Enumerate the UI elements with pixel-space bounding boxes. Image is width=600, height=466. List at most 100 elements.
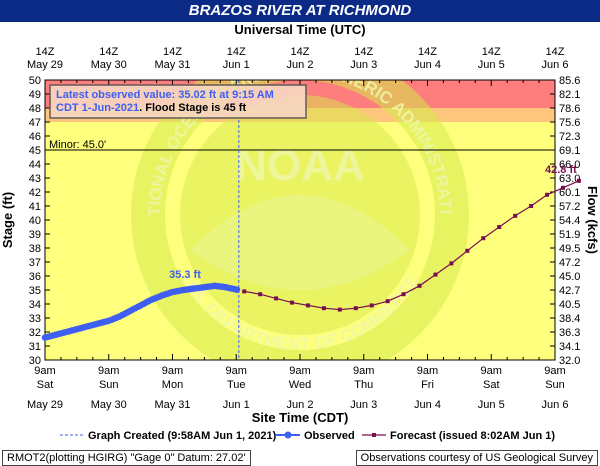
- annotation-line-2: CDT 1-Jun-2021. Flood Stage is 45 ft: [56, 102, 246, 114]
- legend-observed-label: Observed: [304, 430, 355, 442]
- chart-canvas: NOAANATIONAL OCEANIC AND ATMOSPHERIC ADM…: [0, 22, 600, 442]
- y-left-tick-label: 46: [29, 131, 41, 143]
- forecast-point: [258, 292, 263, 297]
- y-right-tick-label: 85.6: [559, 75, 580, 87]
- y-right-tick-label: 82.1: [559, 89, 580, 101]
- forecast-line: [244, 180, 580, 311]
- forecast-point: [274, 296, 279, 301]
- x-top-date-label: Jun 2: [287, 59, 314, 71]
- y-right-tick-label: 45.0: [559, 271, 580, 283]
- x-top-hour-label: 14Z: [163, 46, 182, 58]
- y-right-tick-label: 49.5: [559, 243, 580, 255]
- y-right-tick-label: 36.3: [559, 327, 580, 339]
- x-bottom-time-label: 9am: [417, 365, 438, 377]
- y-right-tick-label: 42.7: [559, 285, 580, 297]
- annotation-line-1: Latest observed value: 35.02 ft at 9:15 …: [56, 89, 274, 101]
- footer: RMOT2(plotting HGIRG) "Gage 0" Datum: 27…: [0, 448, 600, 466]
- y-left-tick-label: 47: [29, 117, 41, 129]
- x-top-hour-label: 14Z: [291, 46, 310, 58]
- y-right-tick-label: 34.1: [559, 341, 580, 353]
- x-bottom-date-label: May 30: [91, 399, 127, 411]
- forecast-point: [576, 178, 581, 183]
- y-left-tick-label: 32: [29, 327, 41, 339]
- x-top-date-label: May 30: [91, 59, 127, 71]
- y-left-tick-label: 48: [29, 103, 41, 115]
- noaa-ring: [131, 80, 469, 360]
- y-left-tick-label: 41: [29, 201, 41, 213]
- annotation-date: CDT 1-Jun-2021: [56, 102, 139, 114]
- x-bottom-day-label: Thu: [354, 379, 373, 391]
- y-right-tick-label: 54.4: [559, 215, 580, 227]
- x-bottom-time-label: 9am: [226, 365, 247, 377]
- y-left-tick-label: 37: [29, 257, 41, 269]
- y-left-tick-label: 31: [29, 341, 41, 353]
- x-top-date-label: May 29: [27, 59, 63, 71]
- forecast-point: [305, 303, 310, 308]
- x-bottom-time-label: 9am: [481, 365, 502, 377]
- chart-title: BRAZOS RIVER AT RICHMOND: [188, 2, 412, 19]
- x-bottom-time-label: 9am: [353, 365, 374, 377]
- forecast-point: [449, 261, 454, 266]
- x-bottom-date-label: Jun 4: [414, 399, 441, 411]
- x-top-hour-label: 14Z: [36, 46, 55, 58]
- y-right-tick-label: 69.1: [559, 145, 580, 157]
- forecast-point: [481, 236, 486, 241]
- forecast-point: [401, 292, 406, 297]
- y-right-tick-label: 66.0: [559, 159, 580, 171]
- x-bottom-time-label: 9am: [162, 365, 183, 377]
- y-left-tick-label: 34: [29, 299, 41, 311]
- y-left-axis-title: Stage (ft): [0, 192, 15, 248]
- noaa-center-text: NOAA: [235, 141, 365, 190]
- x-bottom-date-label: May 29: [27, 399, 63, 411]
- x-bottom-day-label: Sat: [37, 379, 54, 391]
- title-bar: BRAZOS RIVER AT RICHMOND: [0, 0, 600, 22]
- x-top-hour-label: 14Z: [99, 46, 118, 58]
- x-top-date-label: Jun 1: [223, 59, 250, 71]
- legend-created-label: Graph Created (9:58AM Jun 1, 2021): [88, 430, 277, 442]
- x-top-date-label: May 31: [154, 59, 190, 71]
- legend-forecast-swatch: [372, 433, 376, 437]
- y-right-tick-label: 38.4: [559, 313, 580, 325]
- forecast-point: [433, 272, 438, 277]
- x-bottom-time-label: 9am: [289, 365, 310, 377]
- x-bottom-day-label: Wed: [289, 379, 311, 391]
- y-left-tick-label: 50: [29, 75, 41, 87]
- x-bottom-day-label: Sat: [483, 379, 500, 391]
- y-right-tick-label: 32.0: [559, 355, 580, 367]
- y-left-tick-label: 45: [29, 145, 41, 157]
- observed-crest-label: 35.3 ft: [169, 269, 201, 281]
- forecast-crest-label: 42.8 ft: [545, 164, 577, 176]
- x-bottom-axis-title: Site Time (CDT): [252, 410, 349, 425]
- forecast-point: [290, 300, 295, 305]
- x-top-hour-label: 14Z: [546, 46, 565, 58]
- forecast-point: [545, 192, 550, 197]
- forecast-point: [497, 225, 502, 229]
- x-bottom-time-label: 9am: [544, 365, 565, 377]
- y-right-tick-label: 75.6: [559, 117, 580, 129]
- observed-point: [233, 286, 241, 294]
- x-top-hour-label: 14Z: [482, 46, 501, 58]
- x-top-date-label: Jun 3: [350, 59, 377, 71]
- x-bottom-date-label: Jun 3: [350, 399, 377, 411]
- x-bottom-time-label: 9am: [34, 365, 55, 377]
- y-right-axis-title: Flow (kcfs): [585, 186, 600, 254]
- footer-credit: Observations courtesy of US Geological S…: [355, 450, 598, 466]
- noaa-wave: [190, 195, 410, 290]
- forecast-point: [242, 289, 247, 294]
- x-bottom-date-label: Jun 1: [223, 399, 250, 411]
- x-top-date-label: Jun 4: [414, 59, 441, 71]
- y-left-tick-label: 30: [29, 355, 41, 367]
- x-bottom-day-label: Mon: [162, 379, 183, 391]
- forecast-point: [337, 307, 342, 312]
- forecast-point: [369, 303, 374, 308]
- annotation-flood-stage: . Flood Stage is 45 ft: [139, 102, 246, 114]
- y-left-tick-label: 36: [29, 271, 41, 283]
- y-left-tick-label: 39: [29, 229, 41, 241]
- x-bottom-date-label: May 31: [154, 399, 190, 411]
- y-left-tick-label: 38: [29, 243, 41, 255]
- forecast-point: [529, 204, 534, 208]
- forecast-point: [465, 248, 470, 253]
- minor-stage-label: Minor: 45.0': [49, 139, 106, 151]
- y-right-tick-label: 57.2: [559, 201, 580, 213]
